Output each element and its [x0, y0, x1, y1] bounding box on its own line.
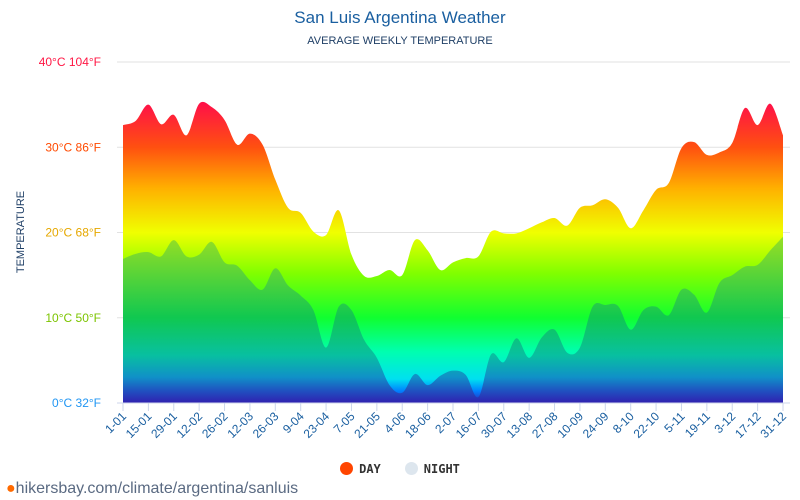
legend-day[interactable]: DAY	[340, 462, 381, 476]
x-tick-label: 10-09	[554, 409, 586, 441]
y-tick-label: 10°C 50°F	[45, 311, 101, 325]
legend-night[interactable]: NIGHT	[404, 462, 460, 476]
x-tick-label: 23-04	[301, 409, 333, 441]
x-tick-label: 15-01	[123, 409, 155, 441]
x-tick-label: 16-07	[453, 409, 485, 441]
x-tick-label: 21-05	[351, 409, 383, 441]
night-dot-icon	[404, 462, 418, 475]
y-tick-label: 40°C 104°F	[39, 55, 101, 69]
night-area	[123, 236, 783, 403]
source-link[interactable]: ●hikersbay.com/climate/argentina/sanluis	[6, 480, 299, 497]
x-tick-label: 22-10	[631, 409, 663, 441]
legend: DAY NIGHT	[0, 462, 800, 476]
chart-subtitle: AVERAGE WEEKLY TEMPERATURE	[307, 35, 493, 47]
x-tick-label: 12-03	[224, 409, 256, 441]
x-tick-label: 27-08	[529, 409, 561, 441]
y-tick-label: 0°C 32°F	[52, 396, 101, 410]
y-tick-label: 20°C 68°F	[45, 226, 101, 240]
x-tick-label: 30-07	[478, 409, 510, 441]
x-tick-label: 29-01	[148, 409, 180, 441]
x-tick-label: 19-11	[682, 409, 713, 440]
y-tick-label: 30°C 86°F	[45, 140, 101, 154]
day-dot-icon	[340, 462, 354, 475]
x-tick-label: 17-12	[732, 409, 764, 441]
x-tick-label: 26-02	[199, 409, 231, 441]
x-tick-label: 26-03	[250, 409, 282, 441]
x-tick-label: 12-02	[174, 409, 206, 441]
temperature-chart: 0°C 32°F 10°C 50°F 20°C 68°F 30°C 86°F 40°C …	[15, 55, 790, 441]
chart-title: San Luis Argentina Weather	[294, 8, 506, 27]
map-pin-icon: ●	[6, 480, 16, 497]
x-tick-label: 13-08	[504, 409, 536, 441]
x-tick-label: 31-12	[758, 409, 790, 441]
y-axis-label: TEMPERATURE	[15, 191, 27, 273]
x-tick-label: 24-09	[580, 409, 612, 441]
x-tick-label: 18-06	[402, 409, 434, 441]
